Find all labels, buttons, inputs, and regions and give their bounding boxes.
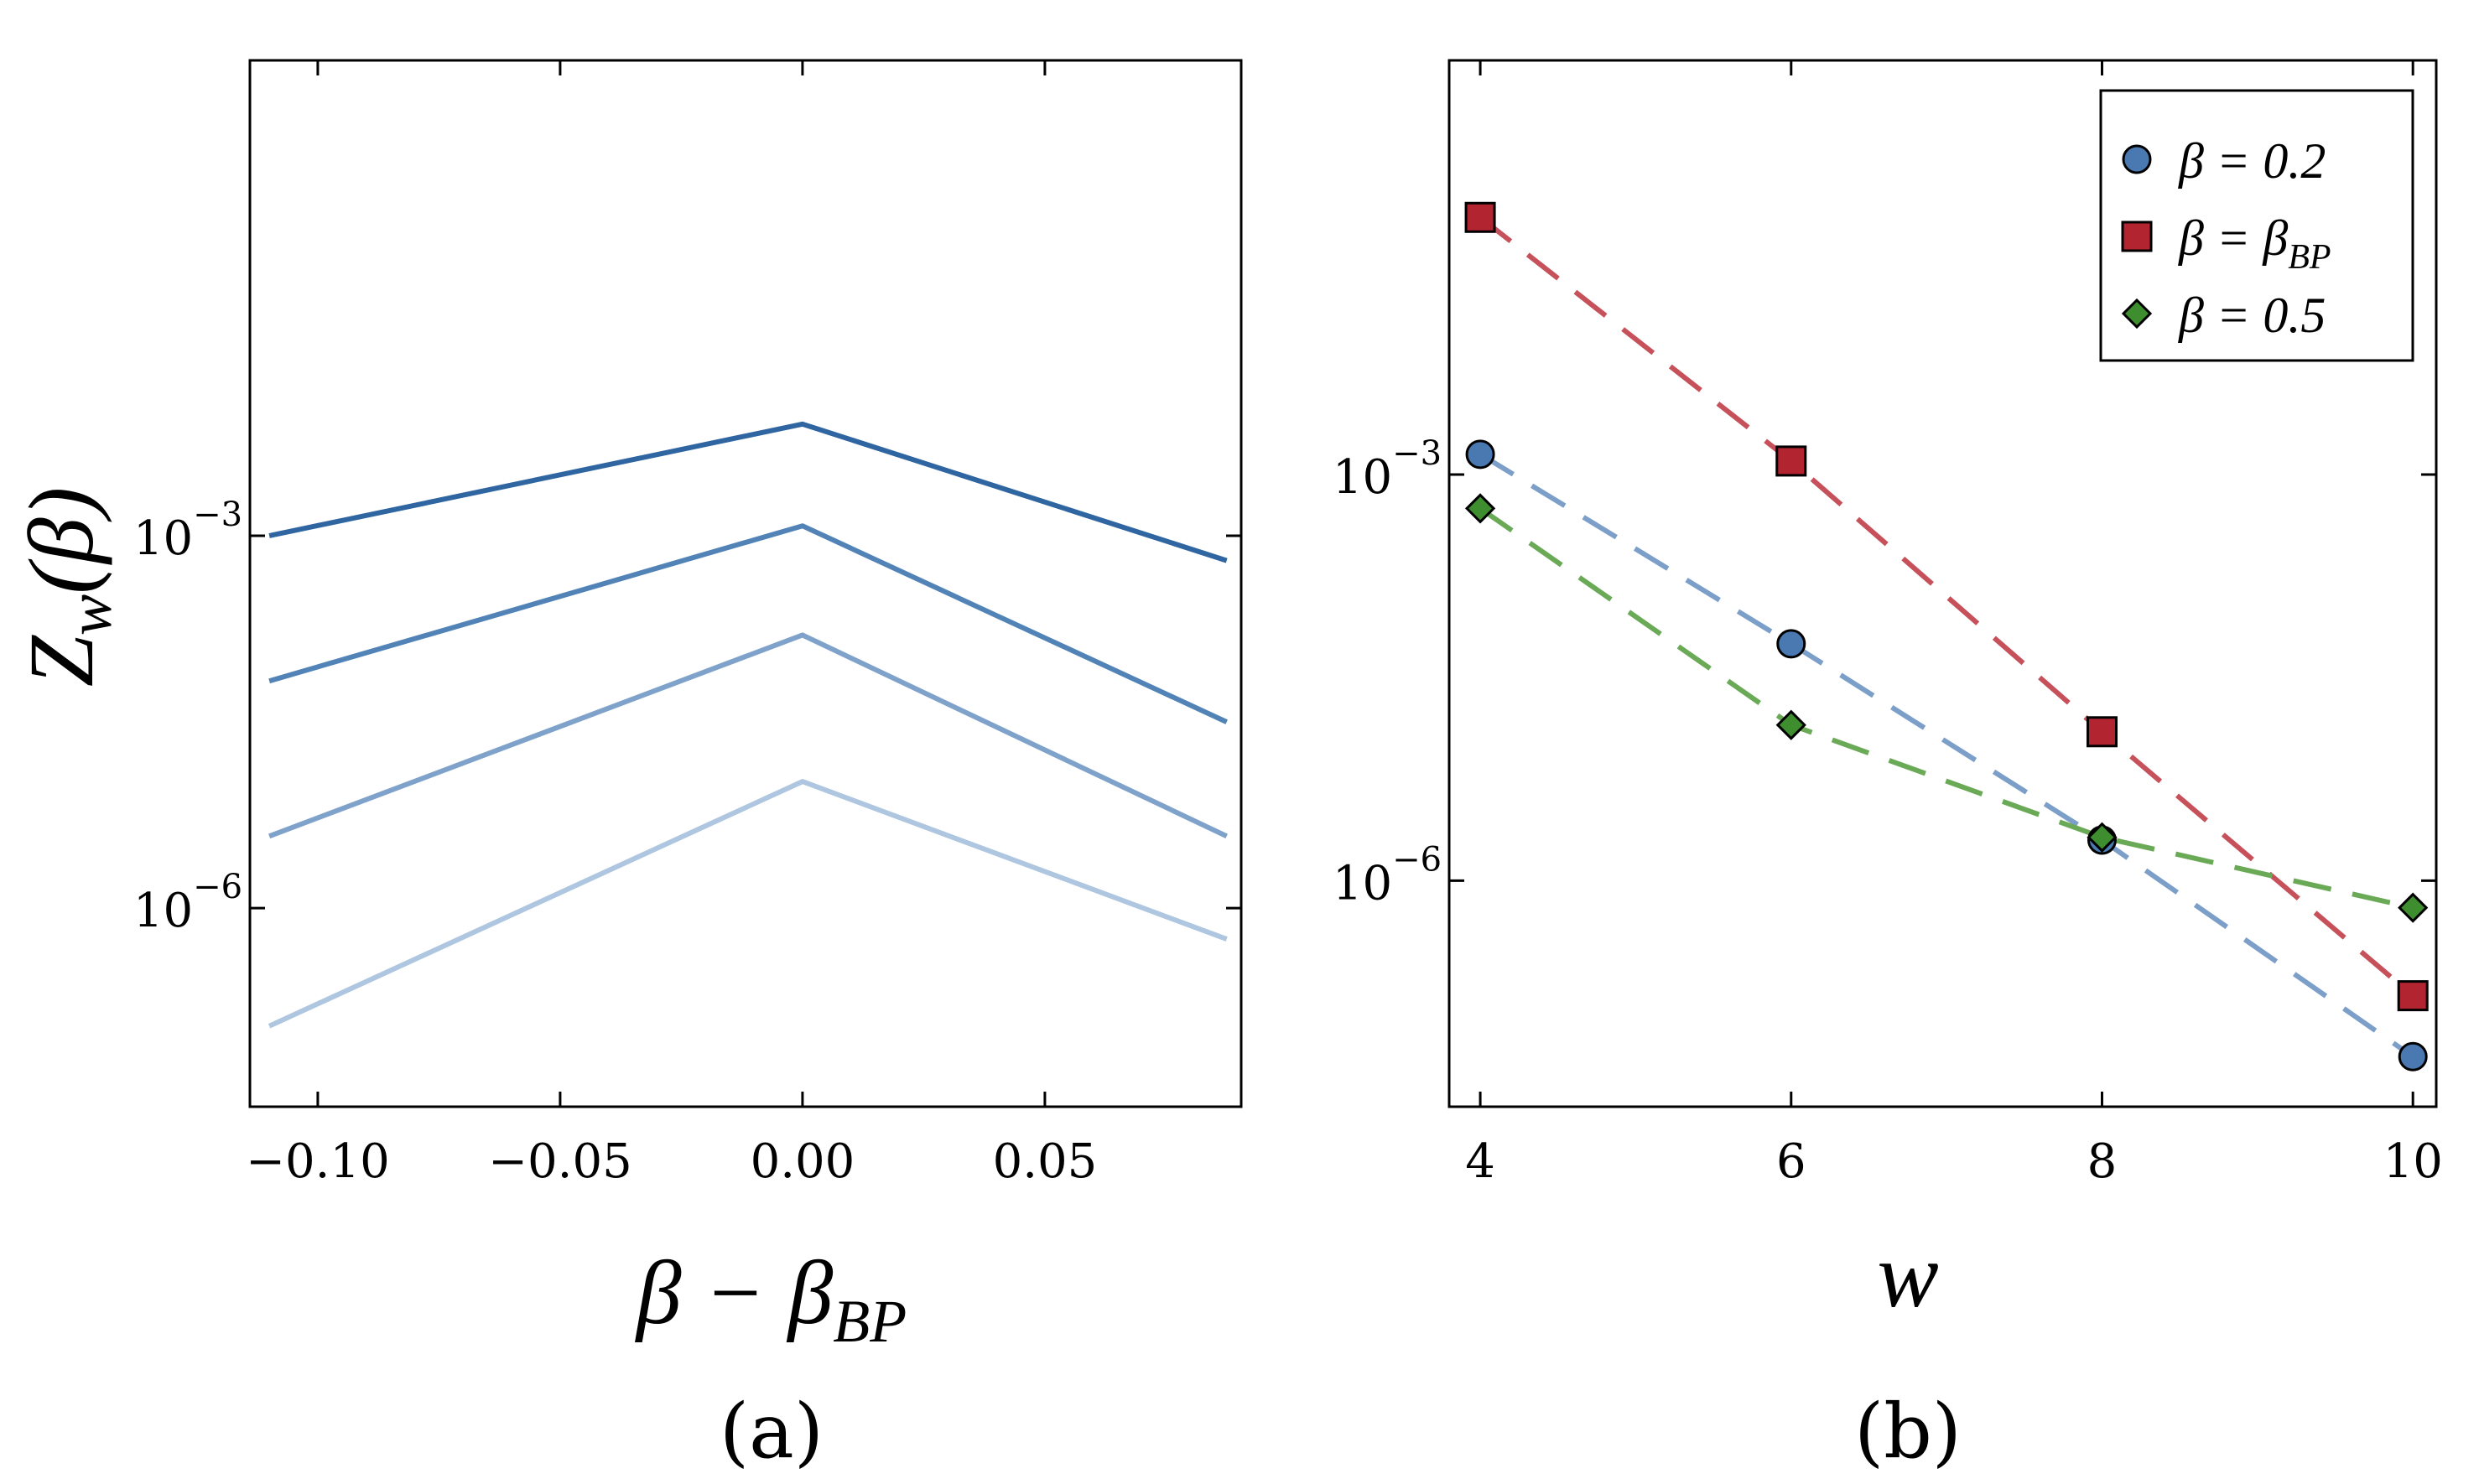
legend-box (2099, 89, 2414, 362)
panel-b-xlabel: w (1877, 1224, 1938, 1326)
panel-b-xtick-label: 8 (2087, 1134, 2118, 1189)
panel-b-ytick-label: 10−3 (1333, 434, 1442, 505)
panel-a-ytick-base: 10 (133, 511, 193, 566)
panel-b-point-diamond (1464, 493, 1496, 524)
legend-label-main: β = 0.5 (2178, 288, 2326, 343)
panel-b-label: (b) (1854, 1388, 1962, 1476)
panel-b-xtick-label: 10 (2383, 1134, 2443, 1189)
panel-b-ytick-base: 10 (1333, 450, 1392, 505)
panel-b-point-square (1775, 445, 1807, 477)
panel-b-point-circle (1465, 439, 1495, 470)
panel-b-ytick-label: 10−6 (1333, 840, 1442, 911)
panel-a-xlabel-main: β − β (635, 1243, 834, 1343)
panel-b-point-square (2397, 980, 2429, 1012)
panel-a-series-w=6 (268, 523, 1228, 724)
panel-a-ytick-label: 10−6 (133, 868, 242, 938)
panel-a-xtick-label: 0.00 (751, 1134, 855, 1189)
panel-b-xtick-label: 6 (1776, 1134, 1806, 1189)
panel-a-ylabel-tail: (β) (10, 487, 112, 594)
legend-label-sub: BP (2288, 238, 2331, 277)
panel-b-point-diamond (1775, 709, 1806, 740)
legend: β = 0.2 β = βBP β = 0.5 (2099, 89, 2414, 362)
panel-a-ylabel-main: Z (10, 634, 112, 687)
panel-b-point-circle (2398, 1041, 2428, 1071)
legend-label-main: β = β (2178, 210, 2288, 266)
panel-b-point-square (2086, 716, 2118, 748)
panel-b-xtick-label: 4 (1465, 1134, 1495, 1189)
legend-marker-circle (2122, 144, 2152, 174)
legend-marker-diamond (2121, 298, 2153, 329)
panel-a-ylabel: Zw(β) (10, 487, 125, 688)
panel-a-ytick-exponent: −6 (193, 868, 242, 906)
panel-b-ytick-exponent: −6 (1392, 840, 1442, 879)
panel-b-series-line-diamond (1479, 506, 2414, 911)
panel-a-xlabel: β − βBP (635, 1243, 907, 1355)
panel-b-point-diamond (2087, 822, 2118, 853)
legend-label: β = 0.2 (2178, 133, 2326, 189)
panel-a-xlabel-sub: BP (833, 1288, 907, 1355)
panel-a-xtick-label: −0.10 (246, 1134, 390, 1189)
panel-a-xtick-label: 0.05 (993, 1134, 1098, 1189)
panel-a-ytick-label: 10−3 (133, 496, 242, 566)
panel-b-point-diamond (2398, 892, 2429, 923)
panel-b-point-circle (1776, 629, 1806, 659)
legend-marker-square (2121, 221, 2153, 252)
legend-label: β = βBP (2178, 210, 2331, 277)
panel-a-label: (a) (720, 1388, 824, 1476)
panel-b-series-line-circle (1479, 452, 2414, 1059)
panel-b-ytick-base: 10 (1333, 856, 1392, 911)
panel-a-frame (248, 59, 1243, 1108)
panel-a-series-w=10 (268, 779, 1228, 1029)
panel-a-series-w=4 (268, 421, 1228, 563)
panel-a-ytick-exponent: −3 (193, 496, 242, 534)
panel-b-point-square (1464, 201, 1496, 233)
panel-a-series-w=8 (268, 632, 1228, 839)
panel-a-ytick-base: 10 (133, 884, 193, 938)
legend-label-main: β = 0.2 (2178, 133, 2326, 189)
panel-a-xtick-label: −0.05 (488, 1134, 632, 1189)
panel-b-frame (1447, 59, 2438, 1108)
panel-b-series-line-square (1479, 215, 2415, 998)
panel-b-ytick-exponent: −3 (1392, 434, 1442, 473)
panel-a-ylabel-sub: w (56, 594, 125, 636)
legend-label: β = 0.5 (2178, 288, 2326, 343)
